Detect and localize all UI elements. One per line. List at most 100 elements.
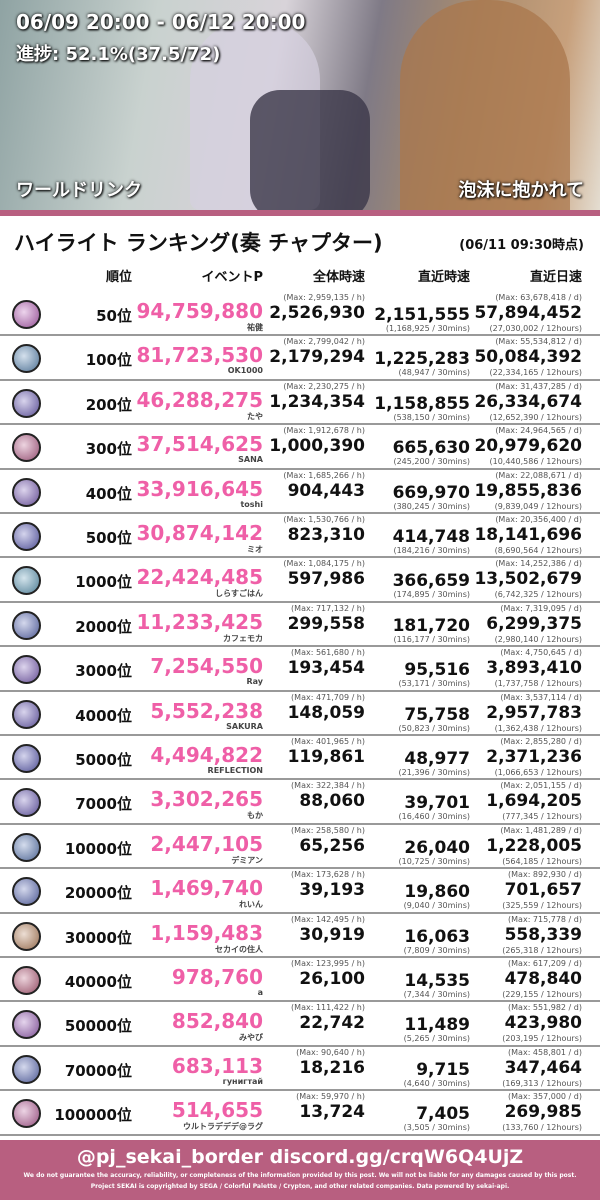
table-row: 5000位 4,494,822 REFLECTION (Max: 401,965 / … <box>0 736 600 781</box>
overall-speed: 22,742 <box>299 1013 365 1034</box>
event-points: 81,723,530 <box>136 343 263 368</box>
avatar <box>12 1099 41 1129</box>
recent-daily-speed: 18,141,696 <box>474 525 582 545</box>
avatar <box>12 832 41 862</box>
overall-speed: 30,919 <box>299 924 365 945</box>
recent-daily-speed: 13,502,679 <box>474 569 582 590</box>
recent-12h-gain: (27,030,002 / 12hours) <box>489 324 583 333</box>
footer: @pj_sekai_border discord.gg/crqW6Q4UjZ W… <box>0 1140 600 1200</box>
rank: 100000位 <box>54 1106 132 1125</box>
table-row: 400位 33,916,645 toshi (Max: 1,685,266 / h) 9… <box>0 470 600 514</box>
overall-speed: 88,060 <box>299 791 365 812</box>
recent-30min-gain: (184,216 / 30mins) <box>393 546 470 555</box>
recent-12h-gain: (10,440,586 / 12hours) <box>489 457 583 467</box>
recent-hourly-speed: 48,977 <box>404 749 470 769</box>
recent-30min-gain: (53,171 / 30mins) <box>398 679 470 689</box>
overall-speed-max: (Max: 2,799,042 / h) <box>283 337 365 347</box>
rank: 20000位 <box>64 884 132 903</box>
avatar <box>12 744 41 773</box>
event-progress: 進捗: 52.1%(37.5/72) <box>16 44 221 65</box>
recent-30min-gain: (1,168,925 / 30mins) <box>385 324 470 333</box>
recent-hourly-speed: 181,720 <box>392 615 470 636</box>
event-points: 22,424,485 <box>136 565 263 590</box>
recent-daily-speed: 2,371,236 <box>486 747 582 767</box>
rank: 7000位 <box>75 795 132 814</box>
header-event-points: イベントP <box>201 270 263 285</box>
event-points: 94,759,880 <box>136 299 263 323</box>
rank: 3000位 <box>75 662 132 681</box>
recent-30min-gain: (9,040 / 30mins) <box>403 901 470 911</box>
event-points: 683,113 <box>171 1053 263 1078</box>
recent-hourly-speed: 7,405 <box>416 1104 470 1125</box>
avatar <box>12 877 41 907</box>
daily-speed-max: (Max: 1,481,289 / d) <box>500 825 582 835</box>
daily-speed-max: (Max: 3,537,114 / d) <box>500 692 582 702</box>
daily-speed-max: (Max: 2,855,280 / d) <box>500 737 582 746</box>
recent-12h-gain: (169,313 / 12hours) <box>502 1078 582 1088</box>
recent-30min-gain: (245,200 / 30mins) <box>393 457 470 467</box>
overall-speed-max: (Max: 142,495 / h) <box>291 914 365 924</box>
event-points: 5,552,238 <box>150 698 263 723</box>
player-name: REFLECTION <box>207 766 263 775</box>
player-name: 祐健 <box>247 323 263 332</box>
overall-speed: 148,059 <box>287 702 365 723</box>
header-recent-daily: 直近日速 <box>529 270 582 285</box>
daily-speed-max: (Max: 24,964,565 / d) <box>495 426 582 436</box>
overall-speed-max: (Max: 561,680 / h) <box>291 648 365 658</box>
daily-speed-max: (Max: 63,678,418 / d) <box>495 293 582 302</box>
avatar <box>12 788 41 818</box>
recent-hourly-speed: 95,516 <box>404 660 470 681</box>
daily-speed-max: (Max: 715,778 / d) <box>508 914 582 924</box>
footer-handle[interactable]: @pj_sekai_border discord.gg/crqW6Q4UjZ <box>76 1146 524 1168</box>
event-points: 514,655 <box>171 1098 263 1123</box>
overall-speed-max: (Max: 2,230,275 / h) <box>283 381 365 391</box>
player-name: たや <box>247 411 263 421</box>
recent-hourly-speed: 1,225,283 <box>374 349 470 370</box>
table-row: 40000位 978,760 a (Max: 123,995 / h) 26,100 14… <box>0 958 600 1003</box>
recent-hourly-speed: 9,715 <box>416 1059 470 1080</box>
event-points: 978,760 <box>171 965 263 989</box>
recent-daily-speed: 347,464 <box>504 1057 582 1078</box>
rank: 4000位 <box>75 706 132 725</box>
daily-speed-max: (Max: 357,000 / d) <box>508 1092 582 1102</box>
as-of-timestamp: (06/11 09:30時点) <box>459 238 584 253</box>
recent-daily-speed: 6,299,375 <box>486 613 582 634</box>
song-title: 泡沫に抱かれて <box>458 180 584 201</box>
recent-12h-gain: (203,195 / 12hours) <box>502 1034 582 1044</box>
header-rank: 順位 <box>105 270 132 285</box>
rank: 70000位 <box>64 1061 132 1080</box>
recent-hourly-speed: 26,040 <box>404 837 470 858</box>
recent-hourly-speed: 366,659 <box>392 571 470 592</box>
rank: 300位 <box>85 440 132 459</box>
event-points: 852,840 <box>171 1009 263 1034</box>
event-points: 4,494,822 <box>150 743 263 767</box>
header-recent-hourly: 直近時速 <box>417 270 470 285</box>
overall-speed: 39,193 <box>299 880 365 901</box>
header-overall-speed: 全体時速 <box>312 270 365 285</box>
player-name: ミオ <box>247 545 263 554</box>
recent-30min-gain: (3,505 / 30mins) <box>403 1123 470 1133</box>
event-points: 7,254,550 <box>150 654 263 679</box>
player-name: гунигтай <box>222 1076 263 1086</box>
recent-30min-gain: (16,460 / 30mins) <box>398 812 470 822</box>
overall-speed: 299,558 <box>287 613 365 634</box>
daily-speed-max: (Max: 7,319,095 / d) <box>500 603 582 613</box>
player-name: みやび <box>239 1033 263 1043</box>
event-points: 3,302,265 <box>150 787 263 812</box>
recent-12h-gain: (777,345 / 12hours) <box>502 812 582 822</box>
overall-speed: 65,256 <box>299 835 365 856</box>
recent-12h-gain: (6,742,325 / 12hours) <box>494 590 582 600</box>
avatar <box>12 522 41 551</box>
table-row: 200位 46,288,275 たや (Max: 2,230,275 / h) 1,23… <box>0 381 600 426</box>
recent-daily-speed: 478,840 <box>504 969 582 989</box>
player-name: SAKURA <box>226 721 263 731</box>
recent-30min-gain: (380,245 / 30mins) <box>393 501 470 511</box>
overall-speed-max: (Max: 1,685,266 / h) <box>283 470 365 480</box>
overall-speed: 26,100 <box>299 969 365 989</box>
table-row: 4000位 5,552,238 SAKURA (Max: 471,709 / h) 14… <box>0 692 600 736</box>
overall-speed-max: (Max: 111,422 / h) <box>291 1003 365 1013</box>
table-row: 10000位 2,447,105 デミアン (Max: 258,580 / h) 65,… <box>0 825 600 870</box>
recent-hourly-speed: 11,489 <box>404 1015 470 1036</box>
daily-speed-max: (Max: 4,750,645 / d) <box>500 648 582 658</box>
event-points: 33,916,645 <box>136 476 263 501</box>
